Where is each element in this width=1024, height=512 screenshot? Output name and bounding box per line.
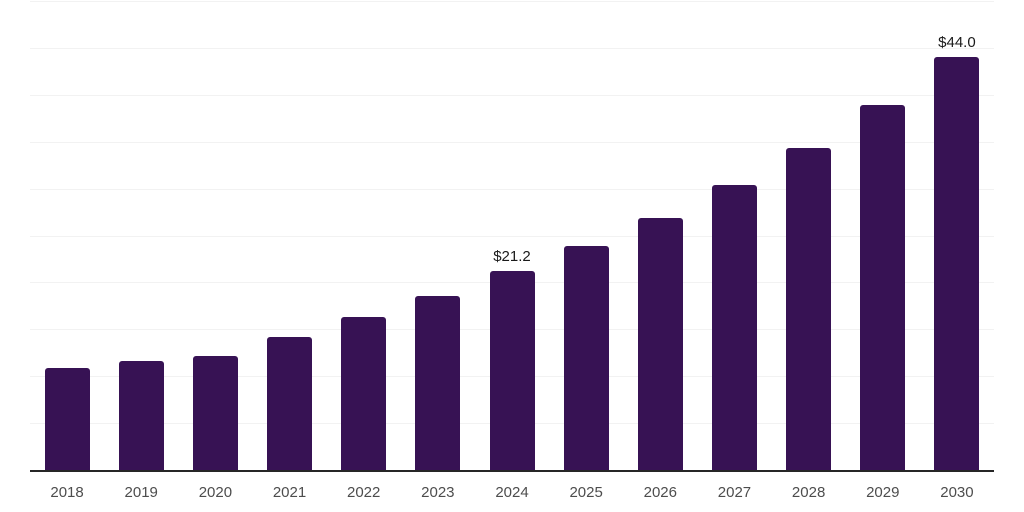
x-tick-2028: 2028 bbox=[791, 484, 826, 501]
bar-2027 bbox=[711, 184, 757, 470]
bar-2030 bbox=[934, 57, 980, 470]
bar-2026 bbox=[637, 217, 683, 470]
gridline bbox=[30, 94, 994, 96]
x-tick-2024: 2024 bbox=[495, 484, 529, 501]
bar-2022 bbox=[341, 317, 387, 470]
bar-2018 bbox=[44, 367, 90, 470]
x-tick-2027: 2027 bbox=[717, 484, 752, 501]
bar-2028 bbox=[786, 148, 832, 470]
gridline bbox=[30, 188, 994, 190]
bar-2023 bbox=[415, 295, 461, 470]
x-tick-2029: 2029 bbox=[866, 484, 900, 501]
x-tick-2022: 2022 bbox=[347, 484, 381, 501]
x-tick-2026: 2026 bbox=[643, 484, 677, 501]
x-tick-2023: 2023 bbox=[421, 484, 455, 501]
bar-value-label-2024: $21.2 bbox=[493, 248, 531, 266]
x-axis: 2018 2019 2020 2021 2022 2023 2024 2025 2026 2027… bbox=[30, 483, 994, 505]
gridline bbox=[30, 235, 994, 237]
x-tick-2030: 2030 bbox=[940, 484, 974, 501]
bar-2019 bbox=[118, 361, 164, 470]
x-tick-2020: 2020 bbox=[198, 484, 233, 501]
x-tick-2019: 2019 bbox=[124, 484, 158, 501]
bar-2020 bbox=[192, 355, 238, 470]
gridline bbox=[30, 47, 994, 49]
gridline bbox=[30, 1, 994, 2]
x-tick-2025: 2025 bbox=[569, 484, 603, 501]
plot-area: $21.2 $44.0 bbox=[30, 1, 994, 472]
x-tick-2018: 2018 bbox=[50, 484, 84, 501]
bar-2024 bbox=[489, 271, 535, 470]
bar-2021 bbox=[267, 336, 313, 470]
gridline bbox=[30, 141, 994, 143]
bar-value-label-2030: $44.0 bbox=[938, 34, 976, 52]
bar-2025 bbox=[563, 245, 609, 470]
x-tick-2021: 2021 bbox=[272, 484, 307, 501]
bar-2029 bbox=[860, 105, 906, 470]
